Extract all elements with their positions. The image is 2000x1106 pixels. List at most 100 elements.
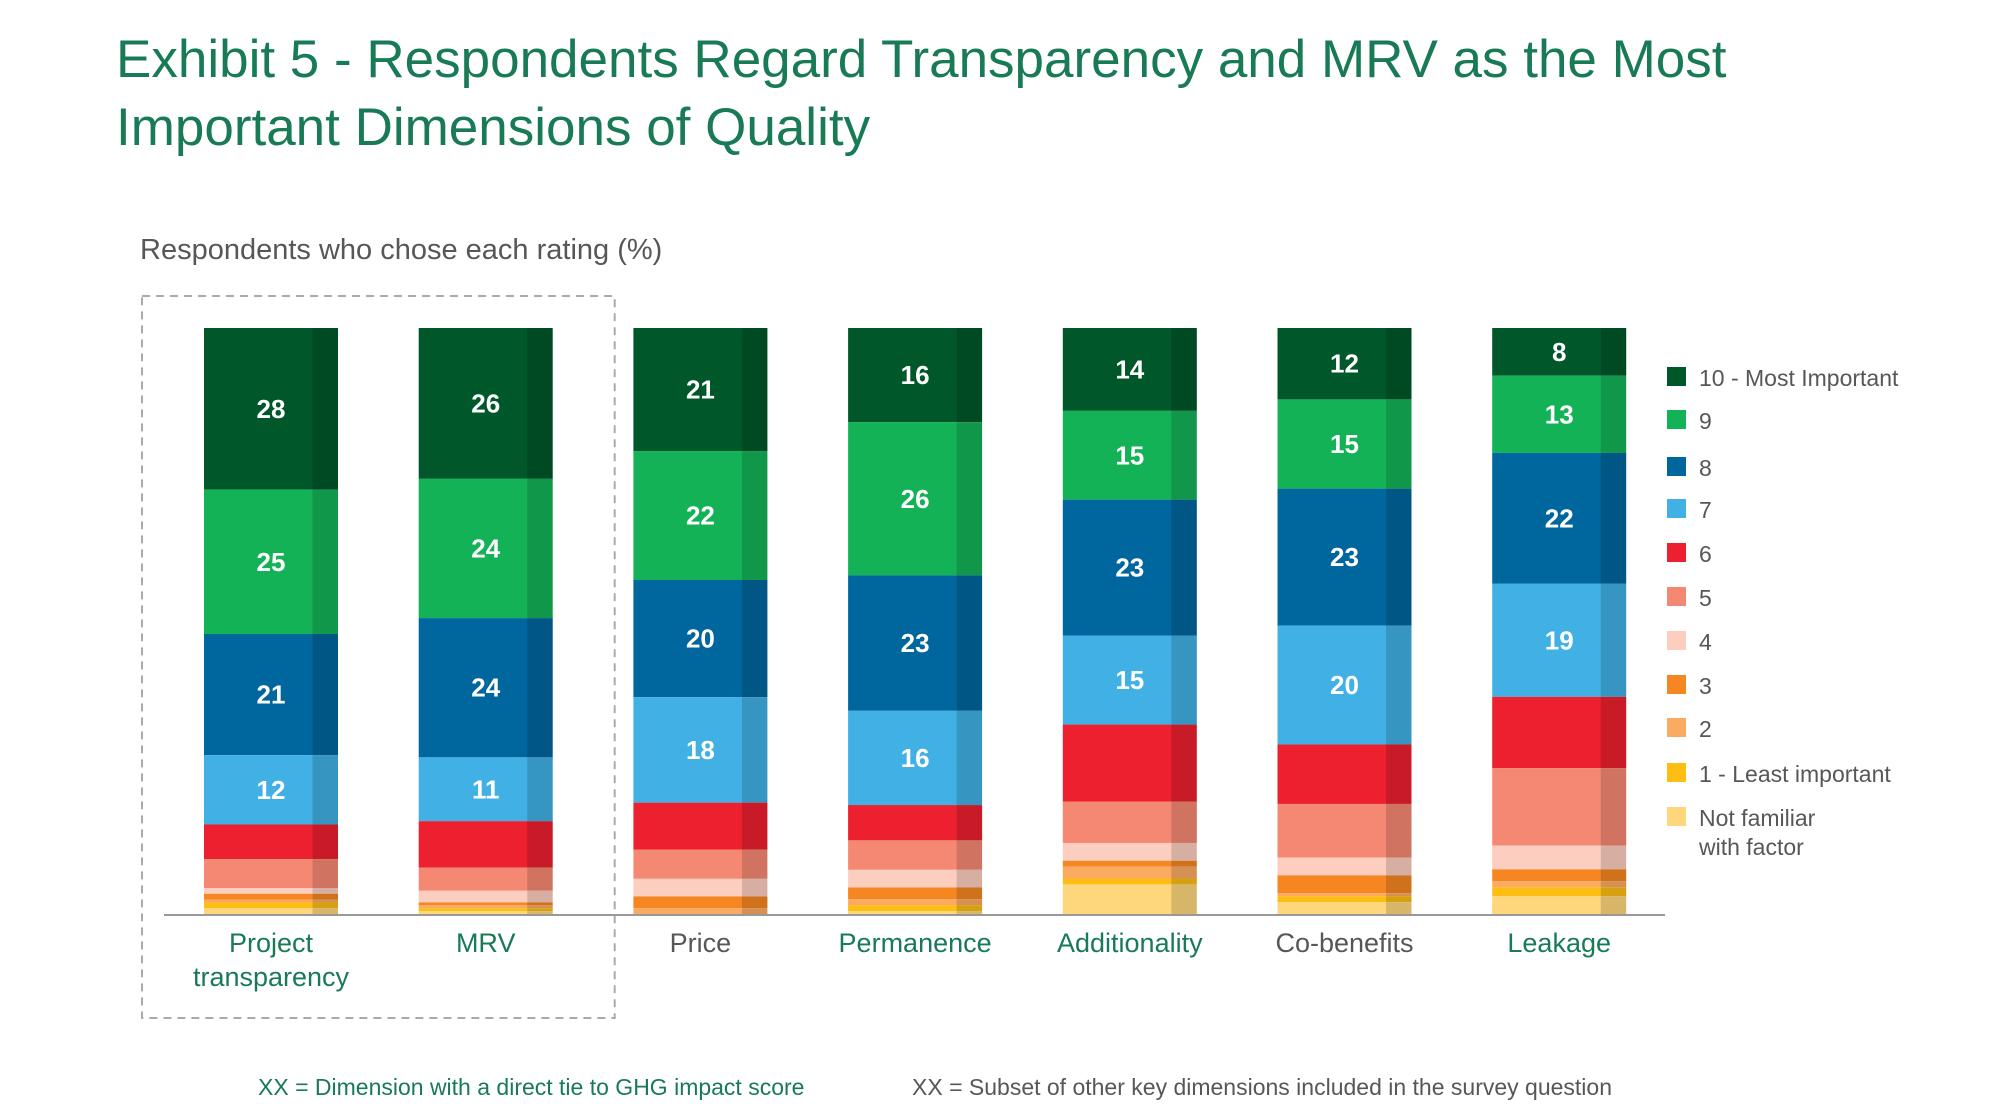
bar-segment [633,802,768,850]
bar-segment-shade [1600,452,1627,584]
bar-segment-shade [312,633,338,756]
bar-segment [204,859,338,889]
data-label: 23 [1115,553,1144,583]
bar-segment-shade [527,867,553,891]
bar-segment-shade [527,328,553,479]
bar-segment-shade [527,902,553,906]
legend-label: 4 [1699,629,1712,655]
category-label: Project transparency [193,928,350,992]
bar-segment-shade [1171,724,1197,802]
chart-subtitle: Respondents who chose each rating (%) [140,234,663,266]
bar-segment [848,575,983,711]
data-label: 28 [257,394,286,424]
bar-segment-shade [1386,893,1412,897]
bar-segment [848,710,983,806]
bar-segment [633,328,768,452]
chart-title: Exhibit 5 - Respondents Regard Transpare… [116,30,1727,157]
bar-segment-shade [1600,768,1627,846]
bar-segment-shade [741,579,768,698]
legend-label: 2 [1699,716,1712,742]
legend-swatch [1667,718,1686,737]
bar-segment-shade [312,824,338,860]
data-label: 15 [1330,429,1359,459]
bar-segment-shade [1386,857,1412,876]
bar-segment [1277,875,1412,894]
bar-segment [418,757,553,822]
bar-segment-shade [527,618,553,758]
data-label: 11 [472,774,500,804]
legend-label: 6 [1699,541,1712,567]
bar-segment [204,328,338,490]
legend-label: 9 [1699,408,1712,434]
bar-segment-shade [1386,902,1412,914]
bar-segment-shade [1171,499,1197,636]
bar-segment [1062,842,1197,861]
data-label: 12 [1330,349,1359,379]
bar-segment [1492,375,1627,453]
legend-swatch [1667,457,1686,476]
bar-segment-shade [1386,896,1412,903]
bar-segment-shade [1171,842,1197,861]
bar-segment [204,899,338,903]
legend-swatch [1667,587,1686,606]
bar-segment [633,451,768,580]
bar-segment [204,888,338,894]
bar-segment-shade [527,478,553,619]
bar-segment [1492,696,1627,769]
bar-segment [1492,887,1627,897]
bar-segment-shade [956,899,983,906]
legend-swatch [1667,763,1686,782]
bar-segment-shade [527,757,553,822]
data-label: 21 [257,680,286,710]
bar-segment [1062,866,1197,879]
category-label: Additionality [1057,928,1203,958]
bar-segment [1492,896,1627,914]
bar-segment-shade [956,328,983,423]
data-label: 15 [1115,665,1144,695]
bar-segment [848,805,983,841]
bar-segment [418,867,553,891]
bar-segment [418,478,553,619]
data-label: 8 [1552,337,1566,367]
bar-segment [1062,499,1197,636]
bar-segment-shade [1171,884,1197,914]
data-label: 22 [686,501,715,531]
bar-segment [1492,583,1627,697]
bar-segment-shade [1600,845,1627,870]
bar-segment [1062,724,1197,802]
data-label: 21 [686,375,715,405]
bar-segment-shade [1171,860,1197,867]
legend-label: 10 - Most Important [1699,365,1899,391]
bar-segment-shade [1600,869,1627,882]
bar-segment [204,824,338,860]
bar-segment-shade [956,422,983,576]
legend-swatch [1667,367,1686,386]
bar-segment-shade [527,911,553,914]
bar-segment-shade [956,911,983,914]
bar-segment-shade [312,888,338,894]
footnote-direct-tie: XX = Dimension with a direct tie to GHG … [258,1074,805,1100]
data-label: 20 [686,624,715,654]
bar-segment-shade [956,710,983,806]
bar-segment [1277,744,1412,804]
bar-segment [633,849,768,879]
bar-segment-shade [1171,866,1197,879]
bar-segment [1062,801,1197,843]
bar-segment-shade [1600,375,1627,453]
bar-segment [633,579,768,698]
bar-segment [1277,902,1412,914]
bar-segment [1062,410,1197,500]
bar-segment [1277,625,1412,745]
data-label: 24 [471,673,500,703]
legend-label: 1 - Least important [1699,761,1891,787]
category-label: Leakage [1507,928,1611,958]
category-label: Co-benefits [1275,928,1413,958]
bar-segment-shade [1386,875,1412,894]
highlight-box [141,295,616,1019]
bar-segment-shade [1386,488,1412,626]
legend-label: 8 [1699,455,1712,481]
bar-segment [1062,328,1197,411]
bar-segment-shade [312,755,338,825]
bar-segment [418,328,553,479]
bar-segment-shade [741,451,768,580]
